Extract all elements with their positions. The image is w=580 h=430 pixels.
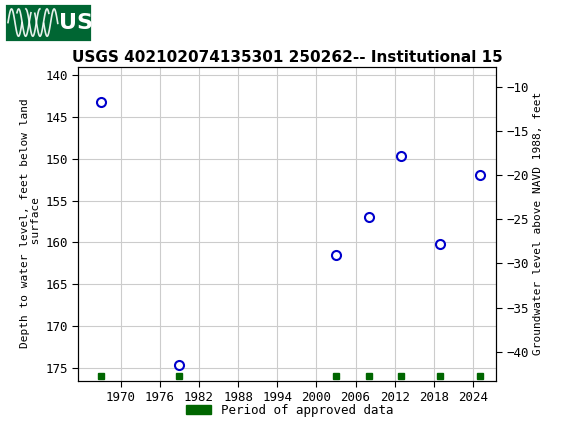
Bar <box>4 3 92 42</box>
Text: USGS 402102074135301 250262-- Institutional 15: USGS 402102074135301 250262-- Institutio… <box>72 49 502 64</box>
Y-axis label: Depth to water level, feet below land
 surface: Depth to water level, feet below land su… <box>20 99 41 348</box>
Legend: Period of approved data: Period of approved data <box>181 399 399 421</box>
Text: USGS: USGS <box>59 12 127 33</box>
Y-axis label: Groundwater level above NAVD 1988, feet: Groundwater level above NAVD 1988, feet <box>533 92 543 355</box>
